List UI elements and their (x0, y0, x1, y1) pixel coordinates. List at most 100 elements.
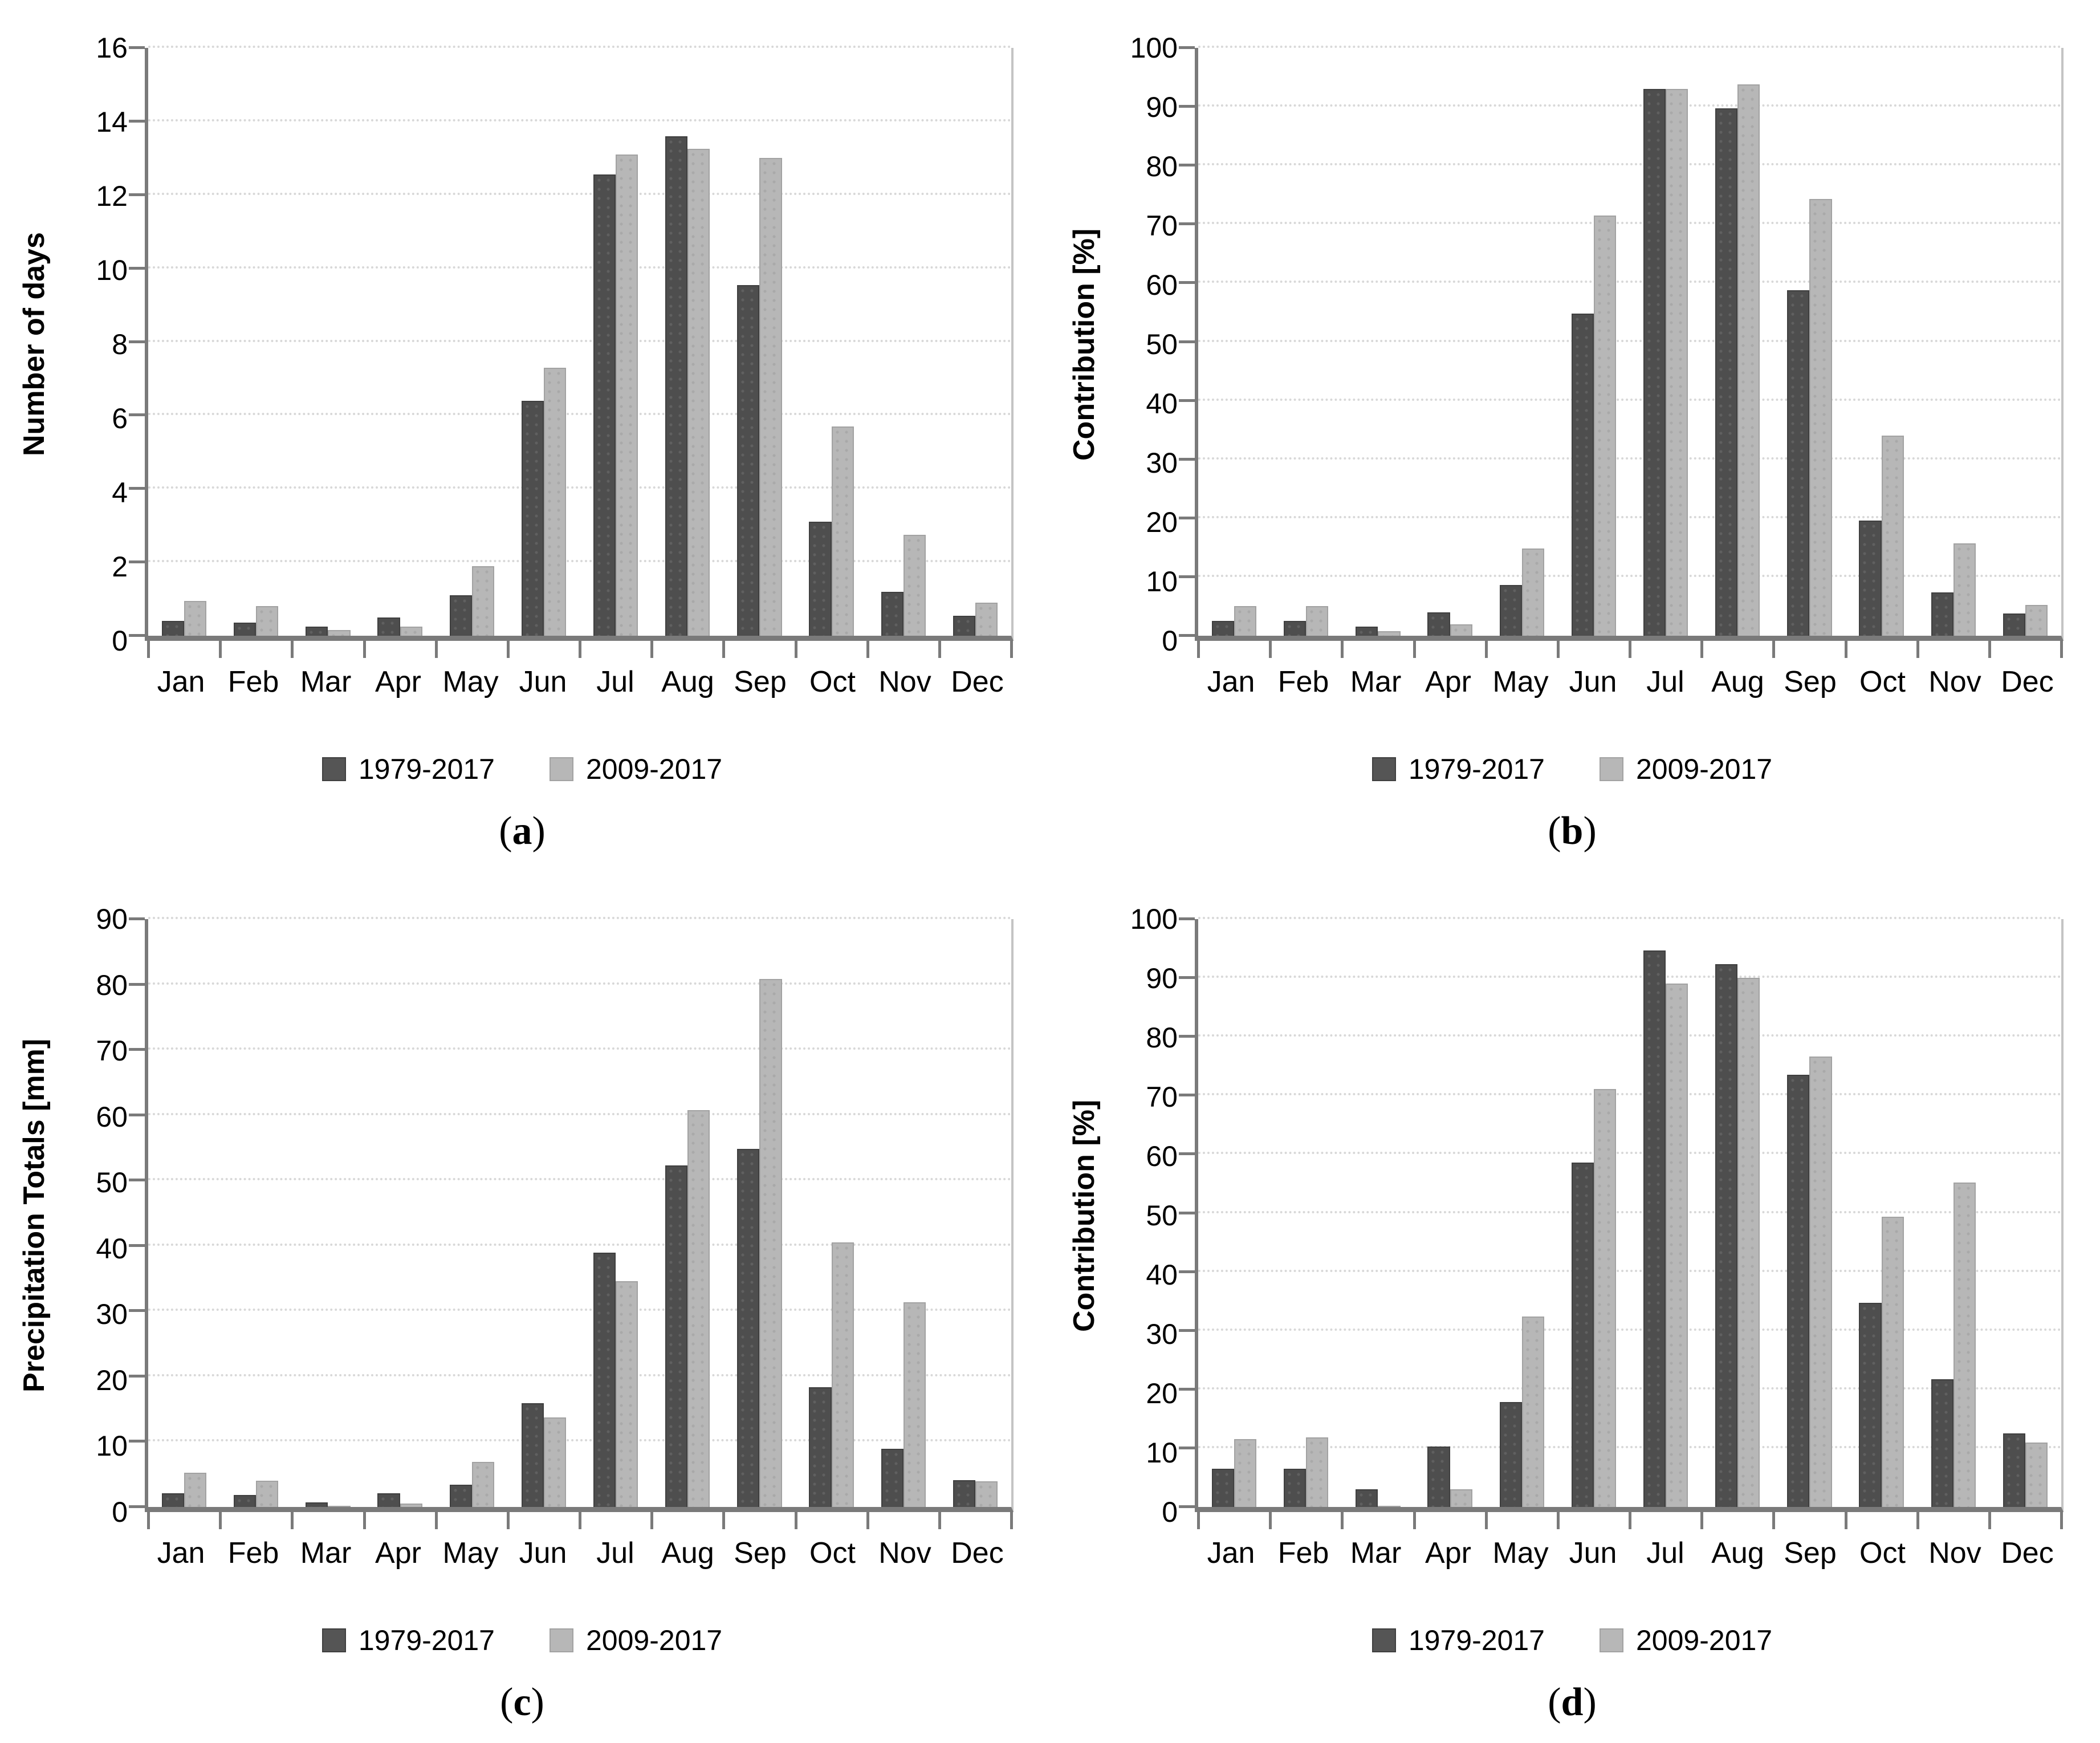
bar-2009-2017 (1953, 1182, 1976, 1507)
x-axis-tick-labels: Jan Feb Mar Apr May Jun Jul Aug Sep Oct Nov Dec (1195, 1512, 2064, 1598)
gridline (1198, 515, 2061, 518)
bar-2009-2017 (184, 600, 207, 636)
x-tick-label: May (1492, 665, 1549, 698)
bar-2009-2017 (616, 154, 638, 636)
y-axis-tick-labels: 0 10 20 30 40 50 60 70 80 90 (60, 905, 145, 1526)
bar-2009-2017 (831, 426, 854, 636)
caption-paren-open: ( (499, 809, 512, 853)
x-tick-label: Aug (661, 665, 714, 698)
x-tick-label: Nov (878, 665, 931, 698)
bar-2009-2017 (975, 603, 998, 636)
legend-swatch-2009-2017 (550, 1628, 573, 1652)
x-tick-mark (147, 1512, 150, 1529)
y-tick-label: 20 (1146, 506, 1178, 538)
legend-entry: 1979-2017 (321, 753, 495, 786)
y-tick-label: 60 (96, 1100, 128, 1133)
x-tick-mark (2060, 641, 2063, 658)
bar-1979-2017 (1499, 1402, 1522, 1507)
y-tick-label: 10 (96, 1430, 128, 1462)
caption-paren-close: ) (532, 809, 546, 853)
y-tick-mark (1179, 575, 1195, 578)
legend-label: 2009-2017 (586, 753, 723, 785)
x-tick-label: Aug (1711, 1537, 1764, 1570)
x-tick-mark (1269, 1512, 1272, 1529)
bar-2009-2017 (1809, 1057, 1832, 1507)
legend-label: 1979-2017 (1408, 1624, 1545, 1656)
y-axis-title: Precipitation Totals [mm] (18, 1038, 51, 1393)
y-tick-label: 40 (1146, 388, 1178, 420)
x-tick-label: Nov (1928, 665, 1981, 698)
y-tick-mark (129, 193, 145, 196)
y-tick-label: 0 (1162, 625, 1178, 657)
bar-1979-2017 (521, 400, 544, 636)
gridline (1198, 1269, 2061, 1272)
y-tick-mark (1179, 46, 1195, 49)
x-tick-mark (1341, 641, 1344, 658)
x-axis-tick-labels: Jan Feb Mar Apr May Jun Jul Aug Sep Oct Nov Dec (145, 641, 1014, 726)
bar-2009-2017 (2025, 1442, 2048, 1507)
bar-2009-2017 (1666, 984, 1688, 1507)
y-tick-label: 10 (1146, 1437, 1178, 1469)
x-tick-label: Jan (157, 1537, 205, 1570)
x-tick-mark (1844, 641, 1847, 658)
x-tick-mark (291, 1512, 294, 1529)
x-tick-mark (866, 1512, 869, 1529)
x-tick-mark (650, 641, 654, 658)
y-tick-label: 0 (112, 625, 128, 657)
bar-2009-2017 (1306, 606, 1329, 636)
y-tick-mark (129, 1113, 145, 1116)
y-tick-label: 0 (112, 1496, 128, 1528)
bar-2009-2017 (2025, 605, 2048, 636)
gridline (1198, 222, 2061, 225)
y-tick-label: 70 (1146, 1081, 1178, 1113)
x-tick-mark (506, 1512, 510, 1529)
x-tick-label: Aug (1711, 665, 1764, 698)
y-tick-mark (129, 1505, 145, 1508)
x-tick-mark (938, 641, 941, 658)
bar-2009-2017 (975, 1481, 998, 1507)
x-tick-label: Oct (1859, 1537, 1906, 1570)
bar-2009-2017 (1450, 624, 1472, 636)
bar-1979-2017 (306, 1502, 328, 1507)
bar-1979-2017 (593, 1253, 616, 1507)
x-tick-mark (1010, 1512, 1013, 1529)
legend-entry: 2009-2017 (550, 753, 722, 786)
x-tick-label: Apr (375, 665, 421, 698)
x-tick-mark (1010, 641, 1013, 658)
bar-2009-2017 (328, 1505, 351, 1507)
bar-1979-2017 (449, 595, 472, 636)
x-tick-mark (1269, 641, 1272, 658)
legend-swatch-1979-2017 (1371, 757, 1396, 781)
x-tick-mark (579, 641, 581, 658)
legend-entry: 1979-2017 (1371, 753, 1545, 786)
y-tick-mark (1179, 105, 1195, 108)
x-tick-label: Oct (809, 665, 856, 698)
x-tick-label: Feb (1277, 665, 1329, 698)
bar-1979-2017 (1356, 626, 1378, 636)
y-tick-mark (1179, 164, 1195, 167)
gridline (1198, 1387, 2061, 1389)
x-tick-mark (722, 641, 726, 658)
bar-1979-2017 (809, 1387, 832, 1507)
bar-2009-2017 (1737, 84, 1760, 636)
y-tick-label: 90 (1146, 91, 1178, 123)
x-tick-label: May (1492, 1537, 1549, 1570)
x-tick-label: Mar (300, 1537, 352, 1570)
gridline (148, 1243, 1011, 1246)
y-tick-label: 0 (1162, 1496, 1178, 1528)
legend-swatch-2009-2017 (1600, 1628, 1623, 1652)
gridline (1198, 1445, 2061, 1448)
x-tick-mark (1413, 641, 1416, 658)
y-tick-mark (1179, 1328, 1195, 1332)
y-tick-mark (1179, 1387, 1195, 1391)
bar-2009-2017 (1593, 1088, 1617, 1507)
x-tick-mark (794, 1512, 797, 1529)
legend-label: 1979-2017 (358, 753, 495, 785)
caption-paren-open: ( (1548, 1680, 1561, 1724)
y-tick-mark (129, 917, 145, 920)
x-tick-mark (1484, 1512, 1488, 1529)
y-tick-label: 100 (1130, 903, 1178, 935)
panel-a: Number of days 0 2 4 6 8 10 12 14 16 Jan Feb Mar Ap… (0, 0, 1050, 871)
x-tick-mark (506, 641, 510, 658)
y-tick-mark (1179, 1211, 1195, 1214)
